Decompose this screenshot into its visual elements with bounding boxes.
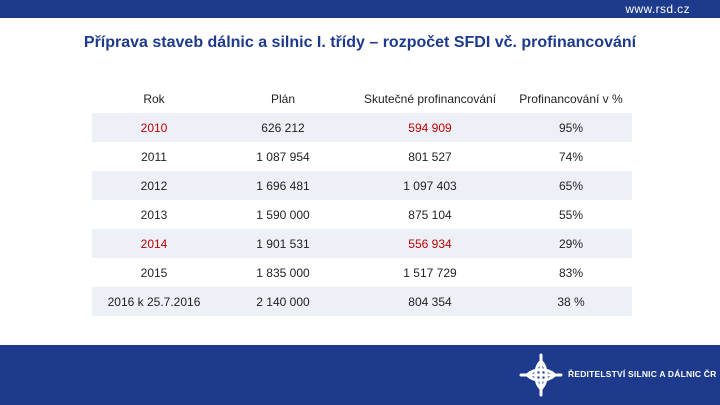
budget-table: Rok Plán Skutečné profinancování Profina…	[92, 84, 632, 316]
column-header-percent: Profinancování v %	[510, 84, 632, 113]
cell-actual: 801 527	[350, 142, 510, 171]
cell-year: 2016 k 25.7.2016	[92, 287, 216, 316]
cell-year: 2013	[92, 200, 216, 229]
cell-year: 2010	[92, 113, 216, 142]
table-row: 2011 1 087 954 801 527 74%	[92, 142, 632, 171]
cell-actual: 1 517 729	[350, 258, 510, 287]
cell-year: 2011	[92, 142, 216, 171]
table-row: 2013 1 590 000 875 104 55%	[92, 200, 632, 229]
column-header-year: Rok	[92, 84, 216, 113]
footer-band	[0, 345, 720, 405]
table-row: 2012 1 696 481 1 097 403 65%	[92, 171, 632, 200]
table-header-row: Rok Plán Skutečné profinancování Profina…	[92, 84, 632, 113]
table-row: 2014 1 901 531 556 934 29%	[92, 229, 632, 258]
cell-percent: 83%	[510, 258, 632, 287]
top-band	[0, 0, 720, 18]
rsd-logo-icon	[519, 353, 563, 397]
cell-plan: 1 835 000	[216, 258, 350, 287]
cell-actual: 556 934	[350, 229, 510, 258]
cell-actual: 1 097 403	[350, 171, 510, 200]
column-header-plan: Plán	[216, 84, 350, 113]
cell-plan: 1 590 000	[216, 200, 350, 229]
site-url[interactable]: www.rsd.cz	[625, 2, 690, 16]
cell-plan: 626 212	[216, 113, 350, 142]
cell-plan: 1 901 531	[216, 229, 350, 258]
cell-plan: 2 140 000	[216, 287, 350, 316]
column-header-actual: Skutečné profinancování	[350, 84, 510, 113]
page-title: Příprava staveb dálnic a silnic I. třídy…	[83, 34, 637, 51]
cell-year: 2014	[92, 229, 216, 258]
table-row: 2010 626 212 594 909 95%	[92, 113, 632, 142]
cell-actual: 594 909	[350, 113, 510, 142]
cell-plan: 1 696 481	[216, 171, 350, 200]
cell-actual: 875 104	[350, 200, 510, 229]
table-row: 2015 1 835 000 1 517 729 83%	[92, 258, 632, 287]
cell-percent: 95%	[510, 113, 632, 142]
cell-percent: 65%	[510, 171, 632, 200]
cell-plan: 1 087 954	[216, 142, 350, 171]
table-row: 2016 k 25.7.2016 2 140 000 804 354 38 %	[92, 287, 632, 316]
cell-percent: 29%	[510, 229, 632, 258]
cell-percent: 74%	[510, 142, 632, 171]
cell-percent: 55%	[510, 200, 632, 229]
logo-text: ŘEDITELSTVÍ SILNIC A DÁLNIC ČR	[568, 369, 717, 379]
cell-year: 2015	[92, 258, 216, 287]
cell-percent: 38 %	[510, 287, 632, 316]
table-body: 2010 626 212 594 909 95% 2011 1 087 954 801 52…	[92, 113, 632, 316]
cell-actual: 804 354	[350, 287, 510, 316]
cell-year: 2012	[92, 171, 216, 200]
